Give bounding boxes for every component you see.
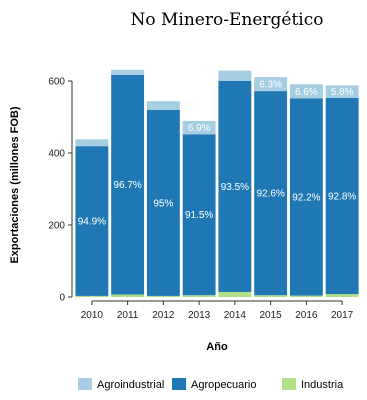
bar-segment-agropecuario [111,74,145,295]
x-axis-title: Año [206,341,228,353]
bar-segment-industria [254,295,288,297]
chart-title: No Minero-Energético [131,10,324,30]
y-tick-label: 600 [48,77,65,88]
legend-swatch-industria [282,378,296,390]
bar-segment-industria [182,295,216,297]
bar-segment-agropecuario [182,134,216,296]
x-tick-label: 2015 [260,310,283,321]
legend: Agroindustrial Agropecuario Industria [78,378,344,391]
y-axis-title: Exportaciones (millones FOB) [9,106,21,263]
bar-segment-industria [325,294,359,297]
bar-value-label: 95% [153,198,173,209]
bar-value-label: 6.9% [188,123,211,134]
bar-segment-agroindustrial [75,139,109,147]
bar-segment-agropecuario [254,91,288,296]
bar-segment-industria [111,294,145,297]
x-tick-label: 2011 [117,310,139,321]
x-tick-label: 2013 [188,310,211,321]
bar-segment-agroindustrial [218,70,252,81]
y-tick-label: 0 [59,293,65,304]
bar-value-label: 96.7% [113,180,141,191]
x-tick-label: 2016 [295,310,318,321]
bar-segment-agropecuario [75,146,109,296]
legend-swatch-agropecuario [172,378,186,390]
x-tick-label: 2010 [81,310,104,321]
bar-value-label: 93.5% [221,182,249,193]
bar-segment-agroindustrial [182,120,216,135]
x-tick-label: 2014 [224,310,247,321]
bar-segment-agropecuario [325,97,359,295]
bar-segment-agroindustrial [289,84,323,99]
bar-labels: 94.9% 96.7% 95% 91.5% 6.9% 93.5% 92.6% 6.3% 92.2… [78,80,357,228]
x-tick-label: 2017 [331,310,354,321]
bars [75,69,359,297]
bar-value-label: 92.2% [292,192,320,203]
legend-label: Industria [301,379,344,391]
bar-segment-industria [218,291,252,297]
x-tick-label: 2012 [152,310,175,321]
bar-value-label: 5.8% [331,87,354,98]
bar-segment-agropecuario [289,98,323,296]
bar-value-label: 6.3% [259,80,282,91]
bar-segment-agroindustrial [254,77,288,92]
legend-label: Agroindustrial [97,379,164,391]
bar-segment-agropecuario [146,109,180,296]
bar-value-label: 91.5% [185,210,213,221]
legend-label: Agropecuario [191,379,256,391]
bar-value-label: 92.8% [328,192,356,203]
y-tick-label: 200 [48,221,65,232]
legend-swatch-agroindustrial [78,378,92,390]
bar-value-label: 92.6% [256,189,284,200]
bar-segment-industria [75,295,109,297]
bar-segment-agropecuario [218,81,252,292]
bar-segment-agroindustrial [146,101,180,110]
bar-value-label: 6.6% [295,87,318,98]
bar-segment-industria [289,295,323,297]
bar-segment-industria [146,295,180,297]
bar-segment-agroindustrial [325,85,359,98]
x-axis: 2010 2011 2012 2013 2014 2015 2016 2017 [81,300,354,321]
bar-segment-agroindustrial [111,69,145,75]
bar-value-label: 94.9% [78,217,106,228]
y-axis: 0 200 400 600 [48,77,73,304]
y-tick-label: 400 [48,149,65,160]
